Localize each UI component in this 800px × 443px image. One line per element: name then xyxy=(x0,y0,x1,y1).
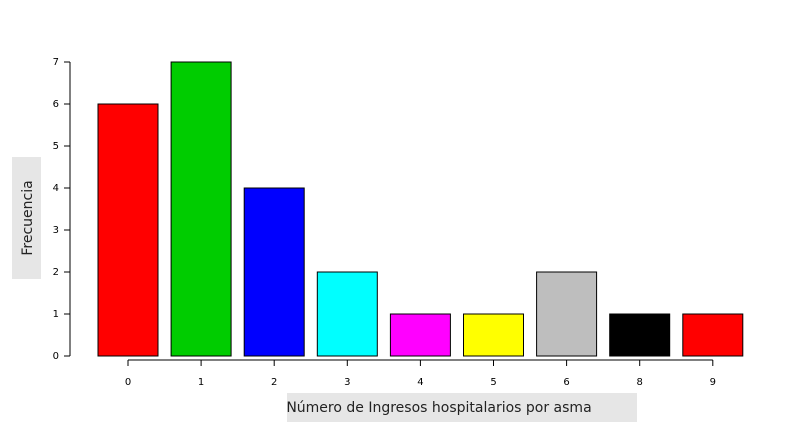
y-tick-label: 5 xyxy=(53,141,59,152)
y-tick-label: 7 xyxy=(53,57,59,68)
y-tick-label: 1 xyxy=(53,309,59,320)
x-tick-label: 8 xyxy=(637,377,643,388)
bar-9 xyxy=(682,313,744,357)
y-axis: 0 1 2 3 4 5 6 7 xyxy=(53,57,71,362)
x-tick-label: 6 xyxy=(563,377,569,388)
x-tick-label: 0 xyxy=(125,377,131,388)
x-tick-label: 4 xyxy=(417,377,423,388)
x-tick-label: 9 xyxy=(710,377,716,388)
bar-8 xyxy=(609,313,671,357)
y-tick-label: 0 xyxy=(53,351,59,362)
y-axis-title: Frecuencia xyxy=(20,180,36,255)
y-axis-title-background xyxy=(12,157,41,279)
bar-2 xyxy=(243,187,305,357)
bar-5 xyxy=(463,313,524,357)
x-tick-label: 2 xyxy=(271,377,277,388)
bar-6 xyxy=(536,271,598,357)
bars xyxy=(97,61,744,357)
x-axis-title: Número de Ingresos hospitalarios por asm… xyxy=(286,400,591,416)
bar-0 xyxy=(97,103,159,357)
y-tick-label: 6 xyxy=(53,99,59,110)
x-tick-label: 5 xyxy=(490,377,496,388)
x-tick-label: 3 xyxy=(344,377,350,388)
x-axis-title-background xyxy=(287,393,637,422)
y-tick-label: 4 xyxy=(53,183,59,194)
bar-3 xyxy=(316,271,378,357)
x-axis: 0 1 2 3 4 5 6 8 9 xyxy=(125,359,716,388)
bar-1 xyxy=(170,61,232,357)
y-tick-label: 2 xyxy=(53,267,59,278)
bar-4 xyxy=(389,313,451,357)
x-tick-label: 1 xyxy=(198,377,204,388)
y-tick-label: 3 xyxy=(53,225,59,236)
